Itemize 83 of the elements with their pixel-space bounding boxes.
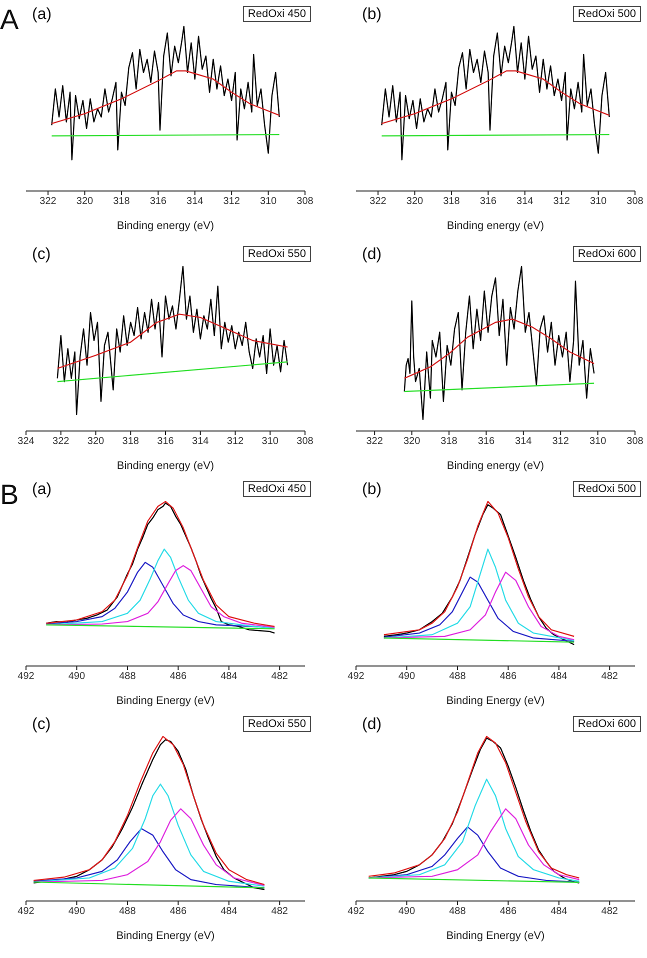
x-tick-label: 316	[478, 436, 495, 448]
text: RedOxi 550	[242, 246, 311, 262]
x-tick-label: 484	[220, 906, 238, 918]
x-tick-label: 486	[500, 671, 517, 682]
text: (d)	[362, 246, 382, 264]
text: (d)	[362, 716, 382, 734]
x-tick-label: 482	[601, 671, 618, 682]
x-tick-label: 482	[271, 671, 288, 682]
x-tick-label: 490	[398, 906, 416, 918]
x-tick-label: 484	[220, 671, 238, 682]
text: (c)	[32, 716, 51, 734]
x-tick-label: 316	[150, 196, 167, 208]
x-tick-label: 492	[18, 671, 35, 682]
text: (a)	[32, 6, 52, 24]
x-axis-title: Binding energy (eV)	[116, 220, 214, 232]
text: (b)	[362, 6, 382, 24]
x-tick-label: 484	[550, 671, 568, 682]
x-axis-title: Binding energy (eV)	[446, 460, 544, 472]
x-tick-label: 314	[186, 196, 204, 208]
text: RedOxi 600	[572, 246, 641, 262]
x-tick-label: 482	[271, 906, 288, 918]
x-tick-label: 482	[601, 906, 618, 918]
x-tick-label: 486	[500, 906, 517, 918]
x-tick-label: 312	[226, 436, 244, 448]
x-tick-label: 488	[449, 671, 466, 682]
x-tick-label: 322	[52, 436, 70, 448]
text: RedOxi 450	[242, 481, 311, 497]
x-tick-label: 318	[440, 436, 458, 448]
text: RedOxi 600	[572, 716, 641, 732]
text: RedOxi 500	[572, 6, 641, 22]
x-tick-label: 318	[122, 436, 140, 448]
x-axis-title: Binding Energy (eV)	[116, 930, 215, 942]
text: (b)	[362, 481, 382, 499]
x-axis-title: Binding energy (eV)	[446, 220, 544, 232]
text: RedOxi 500	[572, 481, 641, 497]
x-tick-label: 488	[119, 906, 136, 918]
text: (c)	[32, 246, 51, 264]
x-tick-label: 320	[76, 196, 94, 208]
x-tick-label: 310	[590, 196, 608, 208]
x-tick-label: 318	[443, 196, 460, 208]
x-tick-label: 310	[262, 436, 279, 448]
x-tick-label: 320	[87, 436, 105, 448]
text: A	[0, 4, 19, 36]
x-tick-label: 316	[480, 196, 497, 208]
x-tick-label: 488	[449, 906, 466, 918]
x-tick-label: 316	[157, 436, 174, 448]
x-tick-label: 490	[398, 671, 416, 682]
x-axis-title: Binding energy (eV)	[116, 460, 214, 472]
x-tick-label: 308	[626, 436, 644, 448]
x-tick-label: 312	[553, 196, 570, 208]
x-tick-label: 322	[366, 436, 384, 448]
x-tick-label: 308	[296, 436, 314, 448]
x-tick-label: 312	[552, 436, 570, 448]
x-tick-label: 492	[18, 906, 35, 918]
x-axis-title: Binding Energy (eV)	[446, 930, 545, 942]
x-tick-label: 492	[348, 671, 365, 682]
text: RedOxi 550	[242, 716, 311, 732]
x-tick-label: 490	[68, 906, 86, 918]
x-tick-label: 324	[18, 436, 35, 448]
x-tick-label: 314	[515, 436, 532, 448]
x-tick-label: 310	[589, 436, 607, 448]
text: RedOxi 450	[242, 6, 311, 22]
x-axis-title: Binding Energy (eV)	[446, 695, 545, 707]
x-axis-title: Binding Energy (eV)	[116, 695, 215, 707]
x-tick-label: 320	[403, 436, 421, 448]
text: (a)	[32, 481, 52, 499]
x-tick-label: 322	[40, 196, 57, 208]
x-tick-label: 318	[113, 196, 130, 208]
x-tick-label: 486	[170, 671, 187, 682]
x-tick-label: 308	[296, 196, 314, 208]
x-tick-label: 320	[406, 196, 424, 208]
x-tick-label: 310	[260, 196, 278, 208]
x-tick-label: 484	[550, 906, 568, 918]
x-tick-label: 492	[348, 906, 365, 918]
x-tick-label: 308	[626, 196, 644, 208]
x-tick-label: 314	[516, 196, 534, 208]
text: B	[0, 479, 19, 511]
x-tick-label: 486	[170, 906, 187, 918]
x-tick-label: 488	[119, 671, 136, 682]
x-tick-label: 490	[68, 671, 86, 682]
x-tick-label: 312	[223, 196, 240, 208]
x-tick-label: 322	[370, 196, 387, 208]
x-tick-label: 314	[192, 436, 210, 448]
